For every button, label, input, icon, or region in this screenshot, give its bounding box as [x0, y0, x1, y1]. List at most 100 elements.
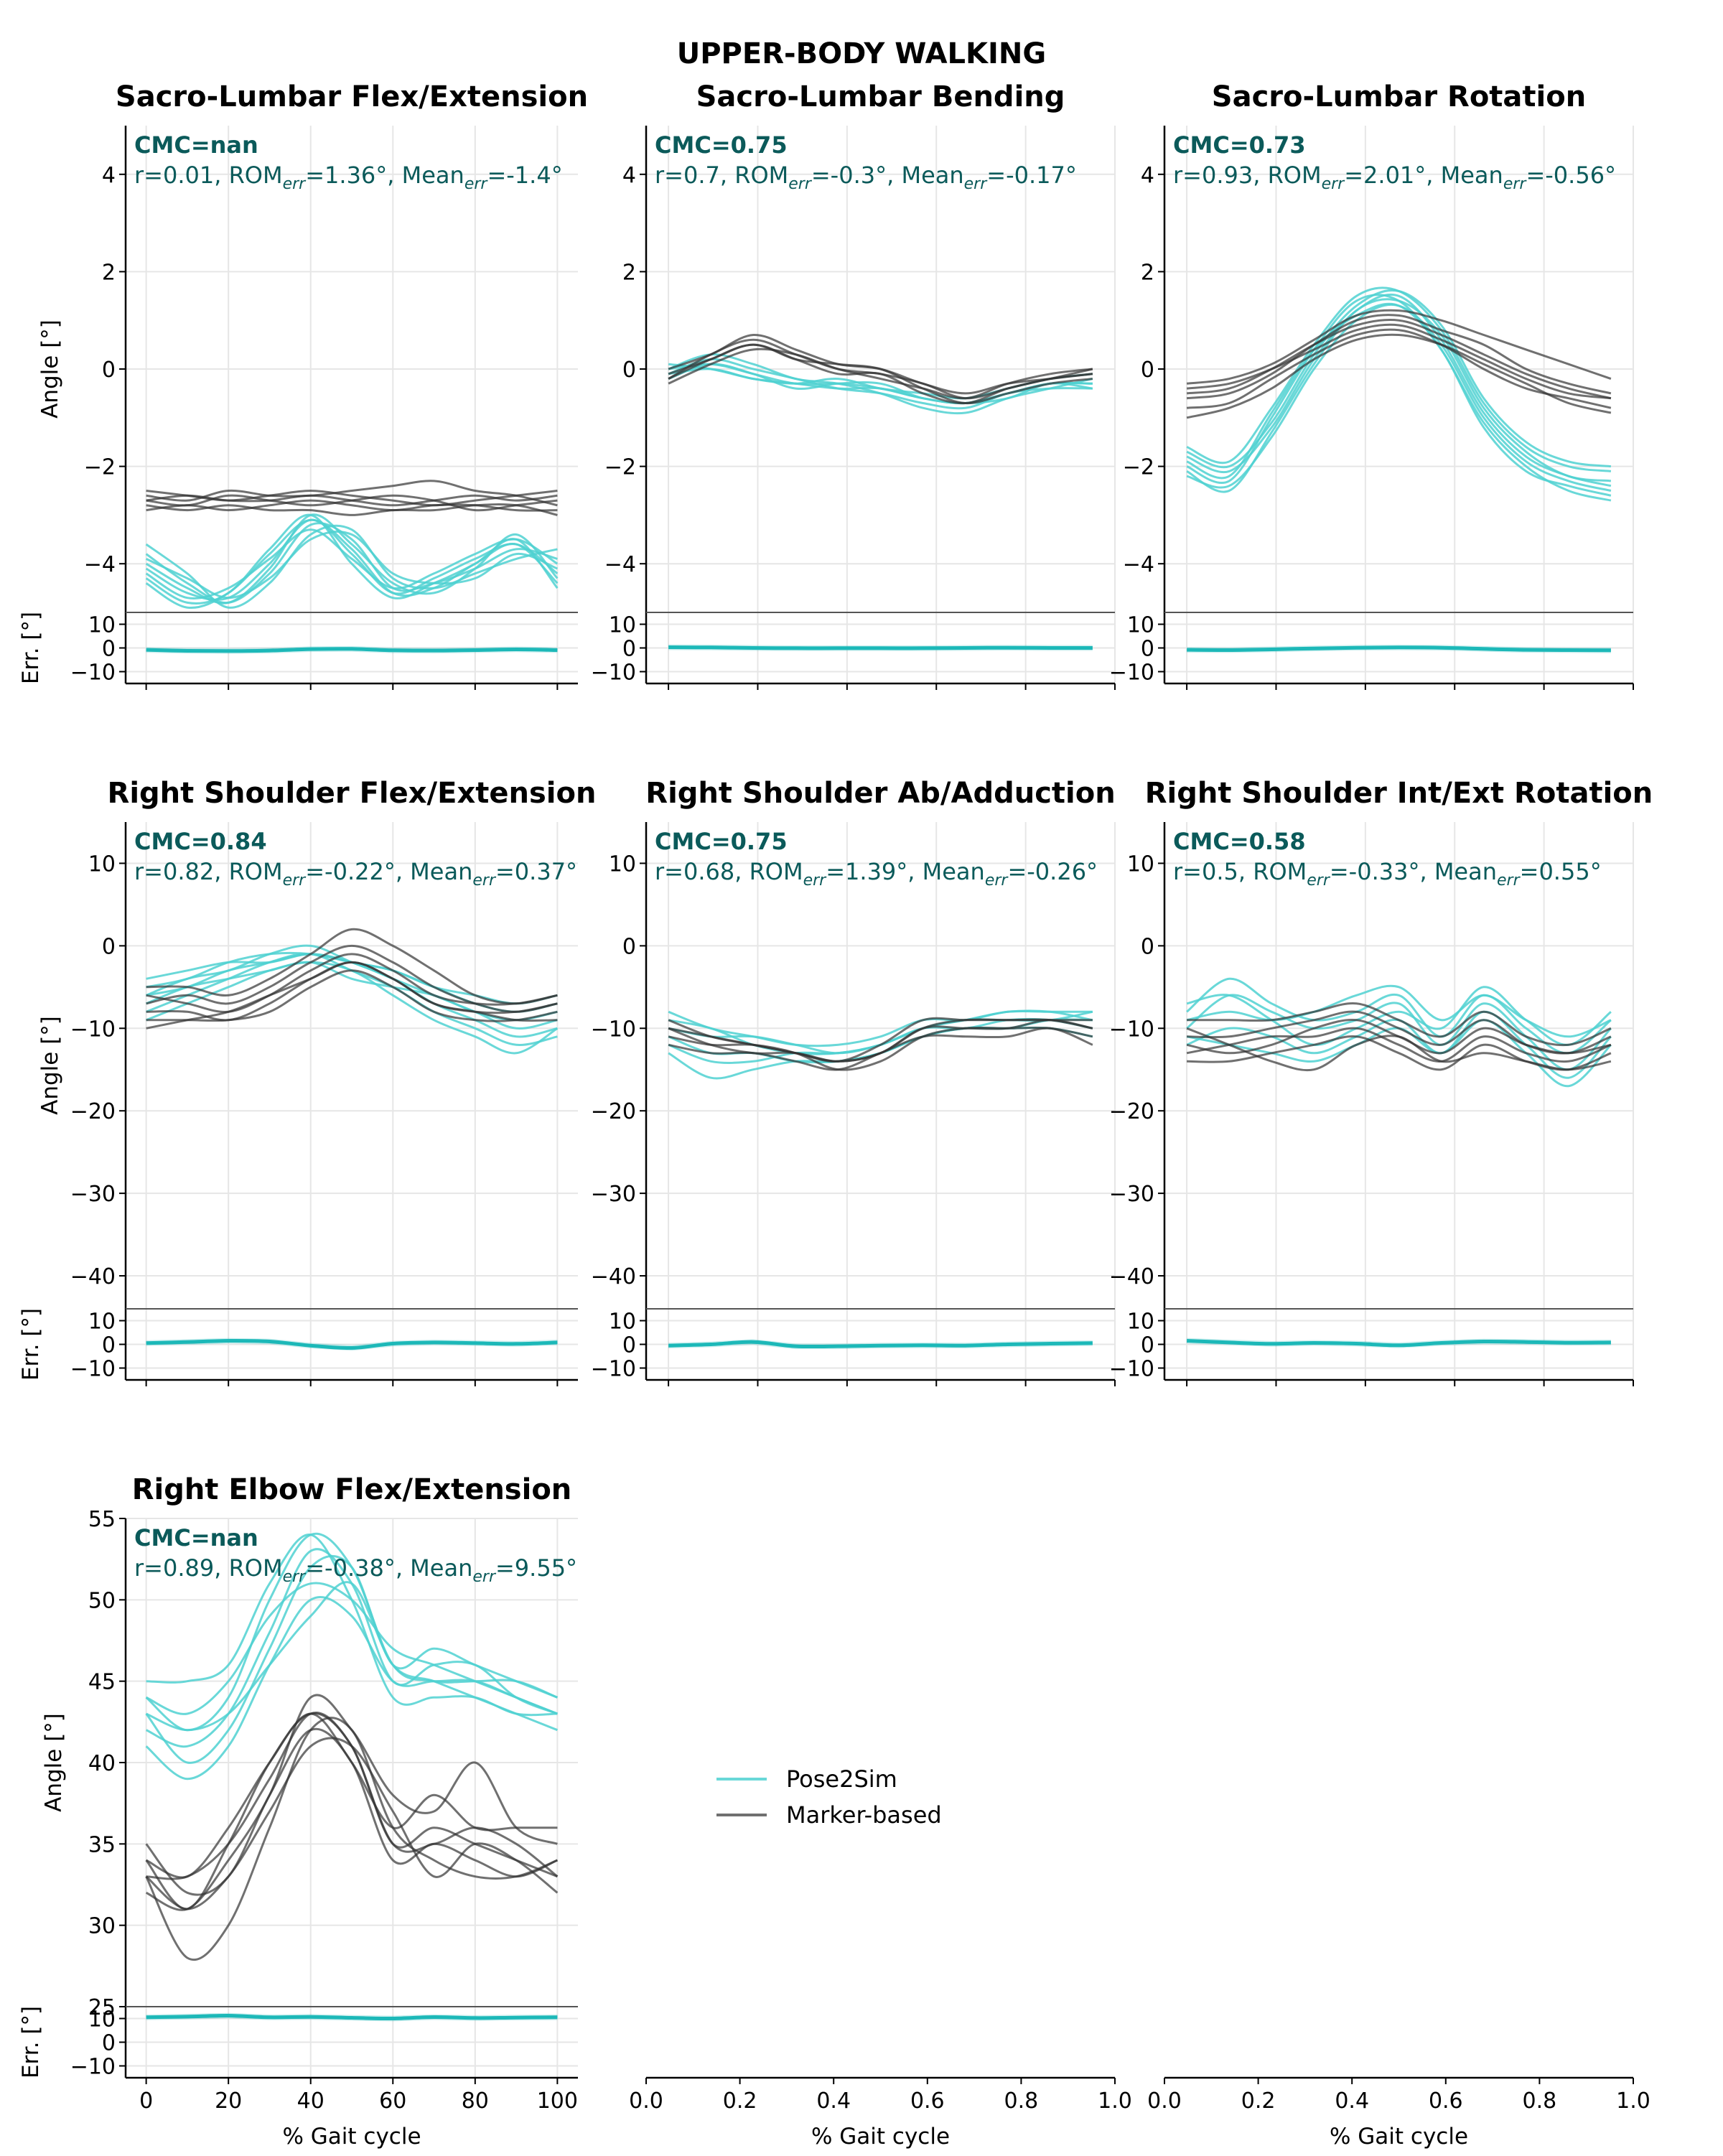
- x-tick-label: 0.8: [1004, 2089, 1039, 2114]
- x-tick-label: 1.0: [1616, 2089, 1650, 2114]
- err-y-tick-label: 0: [102, 2031, 116, 2056]
- stats-annotation: r=0.68, ROMerr=1.39°, Meanerr=-0.26°: [655, 858, 1098, 890]
- panel-6: Right Shoulder Int/Ext Rotation −40 −30 −20…: [1109, 777, 1653, 1386]
- marker-based-line: [145, 1717, 558, 1961]
- marker-based-line: [145, 1737, 559, 1910]
- stat-rom-err: =1.39°: [826, 858, 907, 885]
- err-y-tick-label: 10: [88, 1310, 116, 1335]
- pose2sim-line: [145, 530, 558, 599]
- stat-mean-err: =-1.4°: [487, 162, 562, 189]
- legend-label: Marker-based: [786, 1801, 942, 1829]
- y-tick-label: 10: [1127, 851, 1154, 877]
- y-tick-label: −10: [1109, 1017, 1154, 1042]
- y-tick-label: −40: [70, 1264, 116, 1289]
- x-tick-label: 0.6: [1429, 2089, 1463, 2114]
- x-tick-label: 0.2: [1241, 2089, 1276, 2114]
- pose2sim-line: [668, 353, 1093, 415]
- pose2sim-line: [1186, 984, 1612, 1038]
- cmc-annotation: CMC=0.73: [1173, 131, 1306, 159]
- stat-err-subscript: err: [464, 175, 489, 193]
- x-tick-label: 0.4: [1335, 2089, 1369, 2114]
- panel-title: Sacro-Lumbar Rotation: [1212, 80, 1586, 113]
- y-axis-label: Angle [°]: [37, 1016, 63, 1115]
- cmc-annotation: CMC=0.58: [1173, 828, 1306, 855]
- x-tick-label: 0: [139, 2089, 153, 2114]
- cmc-annotation: CMC=0.75: [655, 828, 788, 855]
- y-tick-label: 25: [88, 1995, 116, 2020]
- stat-mean-prefix: , Mean: [907, 858, 985, 885]
- panel-5: Right Shoulder Ab/Adduction−40−30−20−100…: [591, 777, 1116, 1386]
- stat-r: r=0.93: [1173, 162, 1253, 189]
- series-lines: [668, 333, 1093, 415]
- panel-title: Right Shoulder Int/Ext Rotation: [1145, 777, 1653, 810]
- stat-err-subscript: err: [985, 872, 1009, 890]
- stat-err-subscript: err: [788, 175, 813, 193]
- stat-err-subscript: err: [803, 872, 828, 890]
- stat-mean-prefix: , Mean: [396, 1554, 473, 1582]
- panel-2: Sacro-Lumbar Bending−4−2024−10010CMC=0.7…: [591, 80, 1116, 690]
- marker-based-line: [668, 1017, 1093, 1063]
- marker-based-line: [146, 494, 558, 507]
- stat-rom-err: =-0.22°: [305, 858, 396, 885]
- marker-based-line: [146, 499, 558, 512]
- pose2sim-line: [1186, 986, 1612, 1046]
- y-tick-label: 10: [88, 851, 116, 877]
- marker-based-line: [1186, 314, 1612, 400]
- stat-mean-err: =0.37°: [495, 858, 577, 885]
- y-tick-label: −30: [70, 1182, 116, 1207]
- pose2sim-line: [145, 528, 559, 599]
- stats-annotation: r=0.89, ROMerr=-0.38°, Meanerr=9.55°: [134, 1554, 577, 1586]
- stat-rom-prefix: , ROM: [720, 162, 788, 189]
- stat-mean-err: =-0.26°: [1007, 858, 1098, 885]
- y-tick-label: −2: [84, 455, 116, 480]
- stat-err-subscript: err: [472, 872, 497, 890]
- error-line: [146, 2013, 558, 2021]
- x-tick-label: 80: [462, 2089, 489, 2114]
- stat-rom-prefix: , ROM: [1253, 162, 1321, 189]
- stat-rom-prefix: , ROM: [1238, 858, 1307, 885]
- marker-based-line: [1186, 328, 1612, 409]
- marker-based-line: [146, 1712, 558, 1880]
- x-tick-label: 20: [215, 2089, 242, 2114]
- figure-title: UPPER-BODY WALKING: [677, 37, 1046, 70]
- pose2sim-line: [1186, 994, 1612, 1071]
- y-tick-label: −30: [591, 1182, 636, 1207]
- y-tick-label: −40: [591, 1264, 636, 1289]
- y-tick-label: 10: [609, 851, 636, 877]
- marker-based-line: [1186, 1027, 1612, 1072]
- y-tick-label: 2: [102, 260, 116, 285]
- y-tick-label: 0: [1141, 934, 1154, 959]
- err-y-tick-label: 10: [88, 2007, 116, 2033]
- legend-label: Pose2Sim: [786, 1765, 897, 1793]
- y-tick-label: 0: [622, 934, 636, 959]
- error-line: [1187, 645, 1611, 653]
- x-axis-label: % Gait cycle: [1330, 2124, 1468, 2150]
- panel-8: 0.0 0.2 0.4 0.6 0.8 1.0 % Gait cycle: [629, 2076, 1132, 2150]
- marker-based-line: [668, 343, 1093, 405]
- err-y-tick-label: 0: [622, 1333, 636, 1358]
- err-y-tick-label: −10: [591, 1357, 636, 1382]
- y-tick-label: −2: [604, 455, 636, 480]
- stats-annotation: r=0.7, ROMerr=-0.3°, Meanerr=-0.17°: [655, 162, 1077, 193]
- marker-based-line: [1187, 1010, 1612, 1055]
- stat-r: r=0.5: [1173, 858, 1238, 885]
- y-tick-label: −4: [604, 552, 636, 577]
- y-tick-label: −30: [1109, 1182, 1154, 1207]
- x-tick-label: 100: [537, 2089, 578, 2114]
- stat-mean-prefix: , Mean: [396, 858, 473, 885]
- stat-mean-err: =9.55°: [495, 1554, 577, 1582]
- marker-based-line: [1186, 318, 1612, 400]
- y-tick-label: −4: [1123, 552, 1154, 577]
- err-y-tick-label: 0: [1141, 1333, 1154, 1358]
- series-lines: [668, 1009, 1093, 1080]
- stat-rom-prefix: , ROM: [214, 1554, 282, 1582]
- pose2sim-line: [145, 518, 559, 609]
- y-tick-label: 55: [88, 1507, 116, 1532]
- y-tick-label: 4: [102, 163, 116, 188]
- panel-3: Sacro-Lumbar Rotation−4−2024−10010CMC=0.…: [1109, 80, 1634, 690]
- x-tick-label: 0.0: [1147, 2089, 1182, 2114]
- err-y-tick-label: −10: [70, 2055, 116, 2080]
- y-tick-label: 4: [1141, 163, 1154, 188]
- err-y-tick-label: 10: [609, 613, 636, 638]
